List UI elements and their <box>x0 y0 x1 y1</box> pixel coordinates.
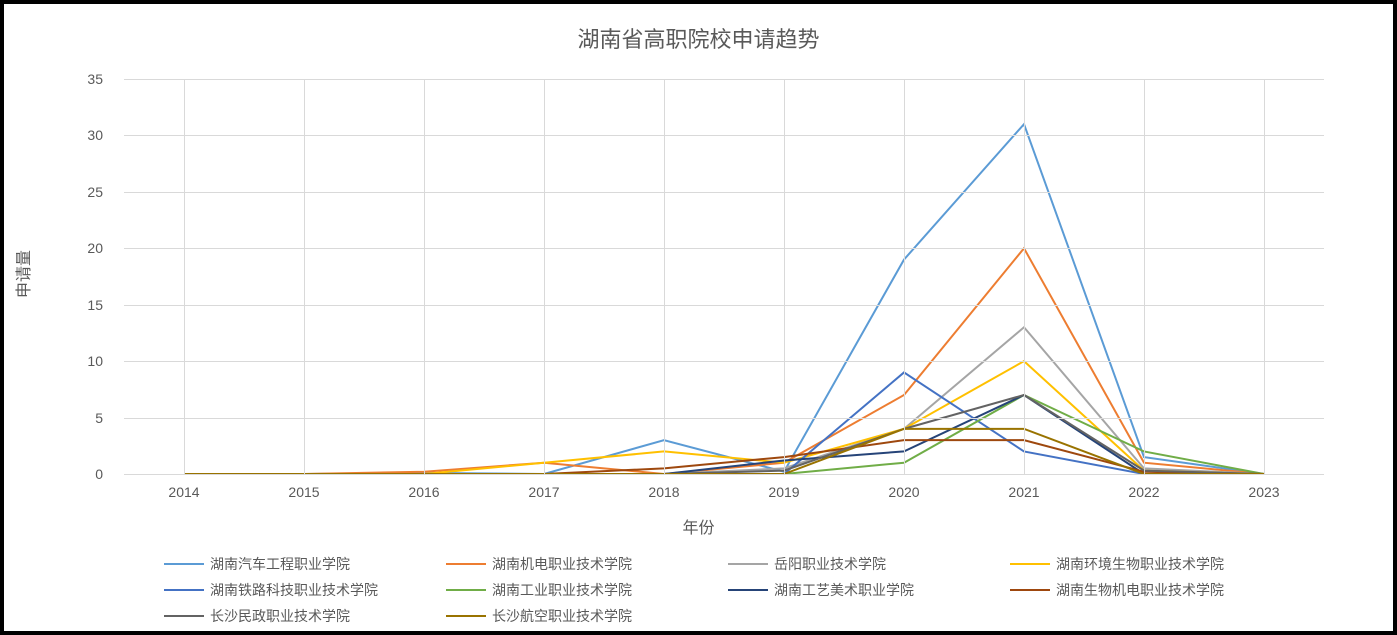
v-gridline <box>664 79 665 474</box>
x-axis-title: 年份 <box>4 514 1393 538</box>
v-gridline <box>904 79 905 474</box>
x-tick-label: 2020 <box>874 484 934 500</box>
legend-swatch <box>164 589 204 591</box>
y-tick-label: 35 <box>63 71 103 87</box>
v-gridline <box>304 79 305 474</box>
y-tick-label: 30 <box>63 127 103 143</box>
y-tick-label: 5 <box>63 410 103 426</box>
y-tick-label: 0 <box>63 466 103 482</box>
v-gridline <box>1264 79 1265 474</box>
legend-swatch <box>1010 563 1050 565</box>
legend-swatch <box>446 563 486 565</box>
legend-label: 湖南汽车工程职业学院 <box>210 554 350 574</box>
legend: 湖南汽车工程职业学院 湖南机电职业技术学院 岳阳职业技术学院 湖南环境生物职业技术学院… <box>164 554 1353 626</box>
y-tick-label: 25 <box>63 184 103 200</box>
legend-item: 长沙航空职业技术学院 <box>446 606 716 626</box>
x-tick-label: 2018 <box>634 484 694 500</box>
legend-swatch <box>446 615 486 617</box>
x-tick-label: 2016 <box>394 484 454 500</box>
legend-swatch <box>164 615 204 617</box>
legend-item: 湖南机电职业技术学院 <box>446 554 716 574</box>
x-tick-label: 2017 <box>514 484 574 500</box>
chart-frame: { "title": "湖南省高职院校申请趋势", "title_fontsiz… <box>0 0 1397 635</box>
legend-label: 湖南环境生物职业技术学院 <box>1056 554 1224 574</box>
v-gridline <box>784 79 785 474</box>
legend-label: 湖南生物机电职业技术学院 <box>1056 580 1224 600</box>
legend-label: 湖南铁路科技职业技术学院 <box>210 580 378 600</box>
h-gridline <box>124 474 1324 475</box>
y-tick-label: 20 <box>63 240 103 256</box>
legend-swatch <box>164 563 204 565</box>
legend-item: 湖南工艺美术职业学院 <box>728 580 998 600</box>
series-line <box>184 124 1264 474</box>
legend-item: 湖南环境生物职业技术学院 <box>1010 554 1280 574</box>
legend-label: 湖南工艺美术职业学院 <box>774 580 914 600</box>
v-gridline <box>424 79 425 474</box>
legend-swatch <box>1010 589 1050 591</box>
v-gridline <box>1144 79 1145 474</box>
x-tick-label: 2021 <box>994 484 1054 500</box>
legend-label: 长沙航空职业技术学院 <box>492 606 632 626</box>
legend-swatch <box>446 589 486 591</box>
chart-title: 湖南省高职院校申请趋势 <box>4 22 1393 54</box>
legend-item: 岳阳职业技术学院 <box>728 554 998 574</box>
legend-swatch <box>728 563 768 565</box>
legend-item: 长沙民政职业技术学院 <box>164 606 434 626</box>
series-line <box>184 327 1264 474</box>
y-tick-label: 10 <box>63 353 103 369</box>
v-gridline <box>1024 79 1025 474</box>
y-axis-title: 申请量 <box>10 250 34 298</box>
x-tick-label: 2014 <box>154 484 214 500</box>
legend-label: 岳阳职业技术学院 <box>774 554 886 574</box>
legend-item: 湖南工业职业技术学院 <box>446 580 716 600</box>
plot-area <box>124 79 1324 474</box>
x-tick-label: 2019 <box>754 484 814 500</box>
v-gridline <box>544 79 545 474</box>
legend-item: 湖南汽车工程职业学院 <box>164 554 434 574</box>
x-tick-label: 2022 <box>1114 484 1174 500</box>
legend-swatch <box>728 589 768 591</box>
x-tick-label: 2015 <box>274 484 334 500</box>
legend-label: 湖南机电职业技术学院 <box>492 554 632 574</box>
legend-label: 长沙民政职业技术学院 <box>210 606 350 626</box>
y-tick-label: 15 <box>63 297 103 313</box>
x-tick-label: 2023 <box>1234 484 1294 500</box>
v-gridline <box>184 79 185 474</box>
legend-item: 湖南生物机电职业技术学院 <box>1010 580 1280 600</box>
legend-item: 湖南铁路科技职业技术学院 <box>164 580 434 600</box>
legend-label: 湖南工业职业技术学院 <box>492 580 632 600</box>
